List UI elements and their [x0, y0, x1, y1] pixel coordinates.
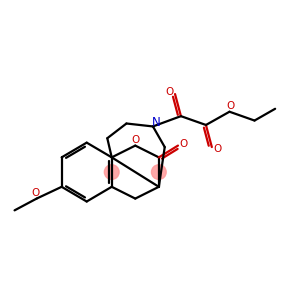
Text: O: O: [131, 135, 140, 145]
Text: O: O: [31, 188, 39, 198]
Text: O: O: [213, 144, 221, 154]
Circle shape: [104, 165, 119, 179]
Text: N: N: [152, 116, 161, 128]
Circle shape: [152, 165, 166, 179]
Text: O: O: [227, 101, 235, 111]
Text: O: O: [166, 87, 174, 97]
Text: O: O: [179, 139, 188, 149]
